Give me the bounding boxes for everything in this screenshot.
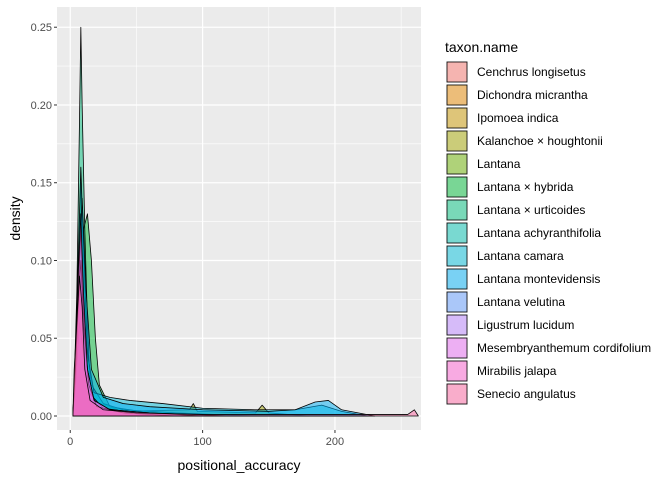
series-layer (72, 26, 419, 417)
legend-label: Ligustrum lucidum (477, 318, 574, 332)
legend-label: Lantana velutina (477, 295, 565, 309)
legend-swatch (446, 199, 468, 221)
legend-swatch (446, 130, 468, 152)
grid-minor (57, 7, 421, 430)
y-tick-label: 0.00 (31, 411, 52, 423)
legend-label: Lantana × urticoides (477, 203, 585, 217)
y-tick-label: 0.10 (31, 255, 52, 267)
legend-label: Cenchrus longisetus (477, 65, 586, 79)
legend-label: Dichondra micrantha (477, 88, 588, 102)
legend-label: Lantana camara (477, 249, 564, 263)
y-tick-label: 0.05 (31, 333, 52, 345)
legend-label: Lantana achyranthifolia (477, 226, 601, 240)
legend-title: taxon.name (445, 39, 518, 55)
legend-label: Lantana montevidensis (477, 272, 600, 286)
legend: taxon.name Cenchrus longisetus Dichondra … (445, 39, 651, 405)
legend-label: Mirabilis jalapa (477, 364, 557, 378)
x-axis: 0 100 200 (67, 430, 344, 448)
legend-swatch (446, 291, 468, 313)
legend-swatch (446, 383, 468, 405)
legend-swatch (446, 107, 468, 129)
legend-swatch (446, 176, 468, 198)
legend-label: Lantana × hybrida (477, 180, 574, 194)
y-tick-label: 0.15 (31, 178, 52, 190)
density-area-14 (72, 275, 419, 417)
legend-swatch (446, 61, 468, 83)
legend-swatch (446, 222, 468, 244)
legend-swatch (446, 245, 468, 267)
x-axis-title: positional_accuracy (178, 457, 301, 473)
legend-swatch (446, 337, 468, 359)
y-tick-label: 0.20 (31, 100, 52, 112)
legend-swatch (446, 153, 468, 175)
legend-label: Mesembryanthemum cordifolium (477, 341, 651, 355)
x-tick-label: 100 (193, 436, 211, 448)
legend-label: Kalanchoe × houghtonii (477, 134, 603, 148)
x-tick-label: 200 (326, 436, 344, 448)
y-axis-title: density (7, 196, 23, 240)
y-tick-label: 0.25 (31, 22, 52, 34)
legend-swatch (446, 314, 468, 336)
legend-label: Lantana (477, 157, 521, 171)
legend-label: Ipomoea indica (477, 111, 559, 125)
legend-swatch (446, 84, 468, 106)
legend-swatch (446, 268, 468, 290)
x-tick-label: 0 (67, 436, 73, 448)
y-axis: 0.00 0.05 0.10 0.15 0.20 0.25 (31, 22, 57, 423)
plot-panel (57, 7, 421, 430)
legend-swatch (446, 360, 468, 382)
legend-label: Senecio angulatus (477, 387, 576, 401)
